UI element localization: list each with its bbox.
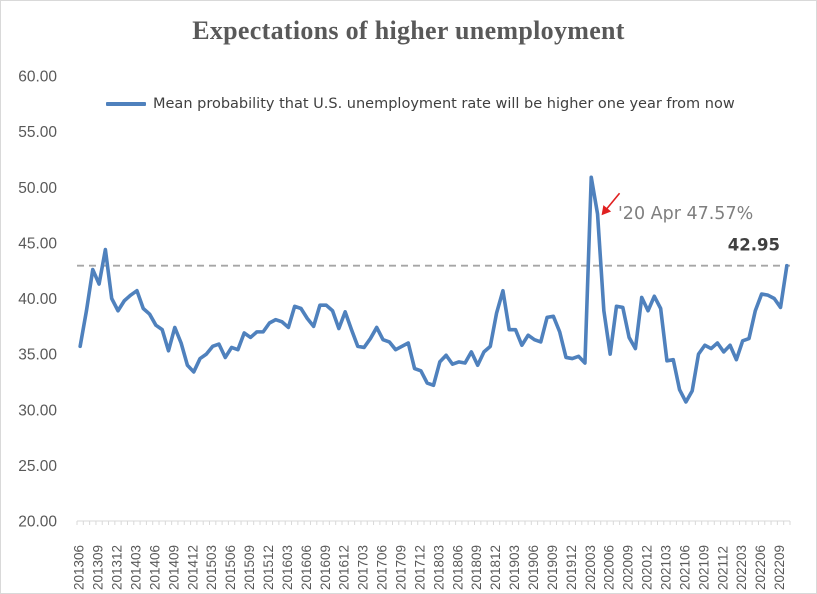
- x-axis: 201306 201309 201312 201403 201406 201409 2014…: [72, 520, 791, 590]
- x-tick-label: 201512: [261, 545, 276, 590]
- x-tick-label: 201809: [469, 545, 484, 590]
- x-tick-label: 201312: [110, 545, 125, 590]
- y-tick-label: 20.00: [18, 514, 57, 531]
- legend-swatch: [106, 102, 146, 106]
- y-tick-label: 50.00: [18, 180, 57, 197]
- y-tick-label: 45.00: [18, 235, 57, 252]
- reference-line-label: 42.95: [728, 236, 780, 255]
- y-tick-label: 30.00: [18, 402, 57, 419]
- x-tick-label: 201709: [394, 545, 409, 590]
- x-tick-label: 202106: [677, 545, 692, 590]
- x-tick-label: 202206: [753, 545, 768, 590]
- x-tick-label: 202203: [734, 545, 749, 590]
- x-tick-label: 202112: [715, 546, 730, 590]
- y-tick-label: 40.00: [18, 291, 57, 308]
- annotation-arrow-head: [601, 205, 612, 216]
- x-tick-label: 201412: [185, 545, 200, 590]
- annotation-label: '20 Apr 47.57%: [618, 204, 753, 224]
- x-tick-label: 201409: [166, 545, 181, 590]
- x-tick-label: 202103: [659, 545, 674, 590]
- x-tick-label: 201812: [488, 545, 503, 590]
- legend-label: Mean probability that U.S. unemployment …: [153, 96, 735, 112]
- y-axis: 20.00 25.00 30.00 35.00 40.00 45.00 50.00 55.00…: [18, 69, 57, 531]
- x-tick-label: 202006: [602, 545, 617, 590]
- x-tick-label: 202012: [640, 545, 655, 590]
- x-tick-label: 202003: [583, 545, 598, 590]
- chart-title: Expectations of higher unemployment: [192, 16, 625, 45]
- x-tick-label: 201403: [129, 545, 144, 590]
- x-tick-label: 202009: [621, 545, 636, 590]
- x-tick-label: 201406: [147, 545, 162, 590]
- annotation-arrow: [604, 192, 621, 211]
- x-tick-label: 201712: [412, 545, 427, 590]
- x-tick-label: 201806: [450, 545, 465, 590]
- x-tick-label: 201909: [545, 545, 560, 590]
- series-group: [78, 175, 789, 404]
- series-line: [78, 175, 789, 404]
- x-tick-label: 201509: [242, 545, 257, 590]
- x-tick-label: 201309: [91, 545, 106, 590]
- x-tick-label: 201609: [318, 545, 333, 590]
- x-tick-label: 201906: [526, 545, 541, 590]
- x-tick-label: 201603: [280, 545, 295, 590]
- legend: Mean probability that U.S. unemployment …: [106, 93, 735, 115]
- x-tick-label: 201903: [507, 545, 522, 590]
- y-tick-label: 25.00: [18, 458, 57, 475]
- x-tick-label: 201506: [223, 545, 238, 590]
- x-tick-label: 201606: [299, 545, 314, 590]
- x-tick-label: 201706: [375, 545, 390, 590]
- x-tick-label: 201306: [72, 545, 87, 590]
- y-tick-label: 60.00: [18, 69, 57, 86]
- x-tick-label: 201803: [431, 545, 446, 590]
- y-tick-label: 55.00: [18, 124, 57, 141]
- x-tick-label: 201503: [204, 545, 219, 590]
- x-tick-label: 201612: [337, 545, 352, 590]
- x-tick-label: 201912: [564, 545, 579, 590]
- x-tick-label: 202209: [772, 545, 787, 590]
- y-tick-label: 35.00: [18, 347, 57, 364]
- x-tick-label: 201703: [356, 545, 371, 590]
- x-tick-label: 202109: [696, 545, 711, 590]
